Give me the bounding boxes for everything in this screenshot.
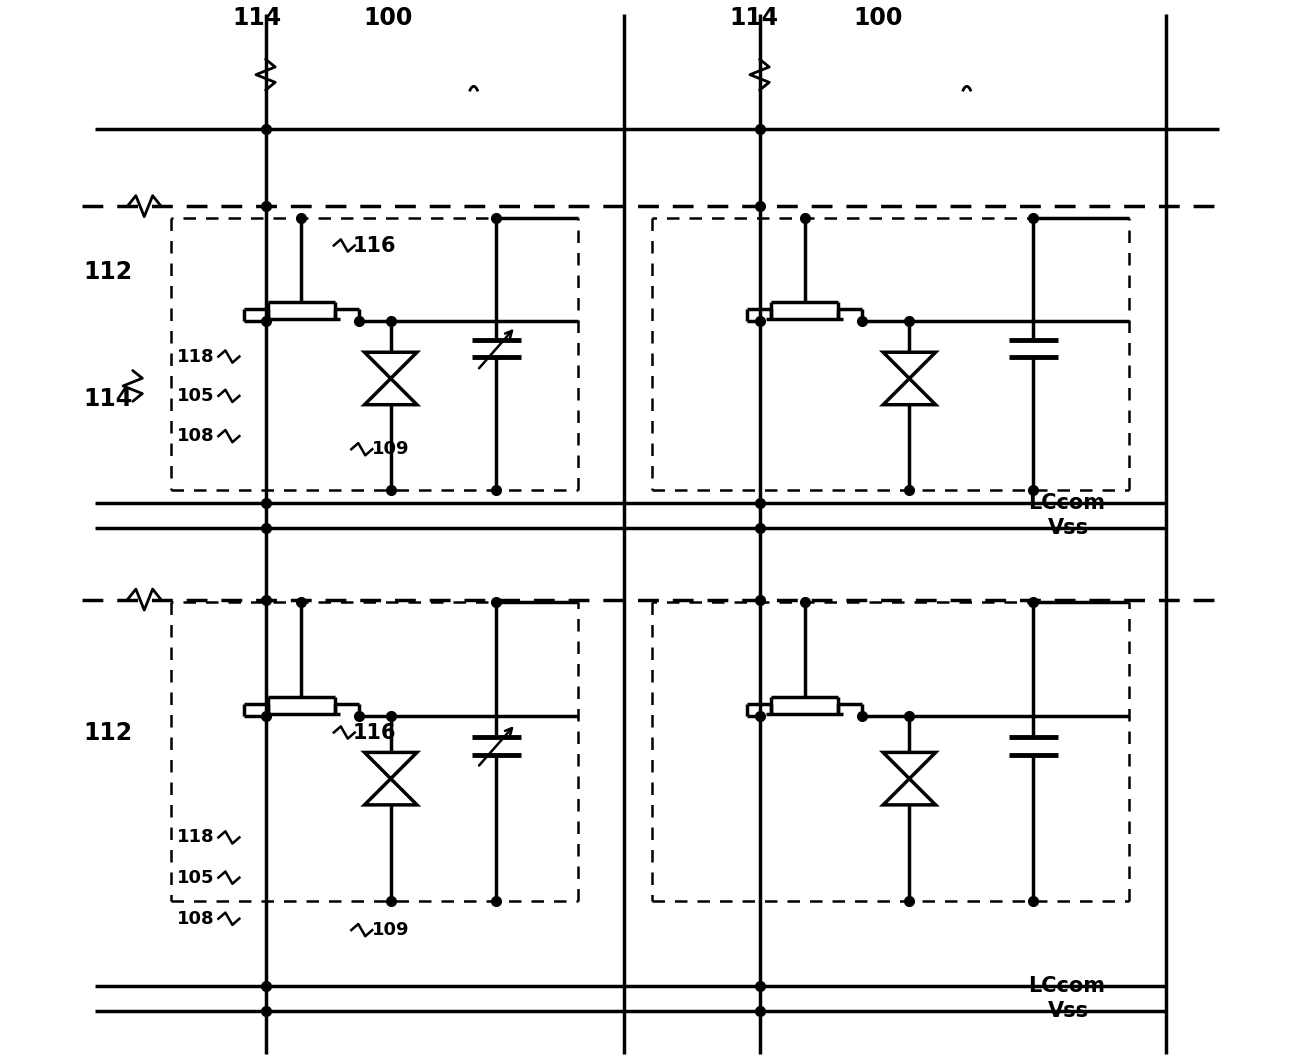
Text: 109: 109 [372, 922, 410, 939]
Text: 112: 112 [84, 721, 133, 744]
Text: 105: 105 [177, 387, 215, 405]
Text: LCcom: LCcom [1028, 976, 1105, 996]
Text: 105: 105 [177, 868, 215, 887]
Text: 100: 100 [364, 5, 412, 30]
Text: Vss: Vss [1048, 518, 1090, 538]
Text: 118: 118 [177, 348, 215, 366]
Text: 114: 114 [84, 387, 133, 410]
Text: 114: 114 [729, 5, 778, 30]
Text: LCcom: LCcom [1028, 493, 1105, 513]
Text: 114: 114 [232, 5, 282, 30]
Text: 116: 116 [354, 236, 397, 255]
Text: Vss: Vss [1048, 1000, 1090, 1020]
Text: 112: 112 [84, 259, 133, 284]
Text: 108: 108 [177, 910, 215, 928]
Text: 109: 109 [372, 440, 410, 458]
Text: 116: 116 [354, 723, 397, 742]
Text: 108: 108 [177, 427, 215, 445]
Text: 100: 100 [853, 5, 903, 30]
Text: 118: 118 [177, 828, 215, 846]
